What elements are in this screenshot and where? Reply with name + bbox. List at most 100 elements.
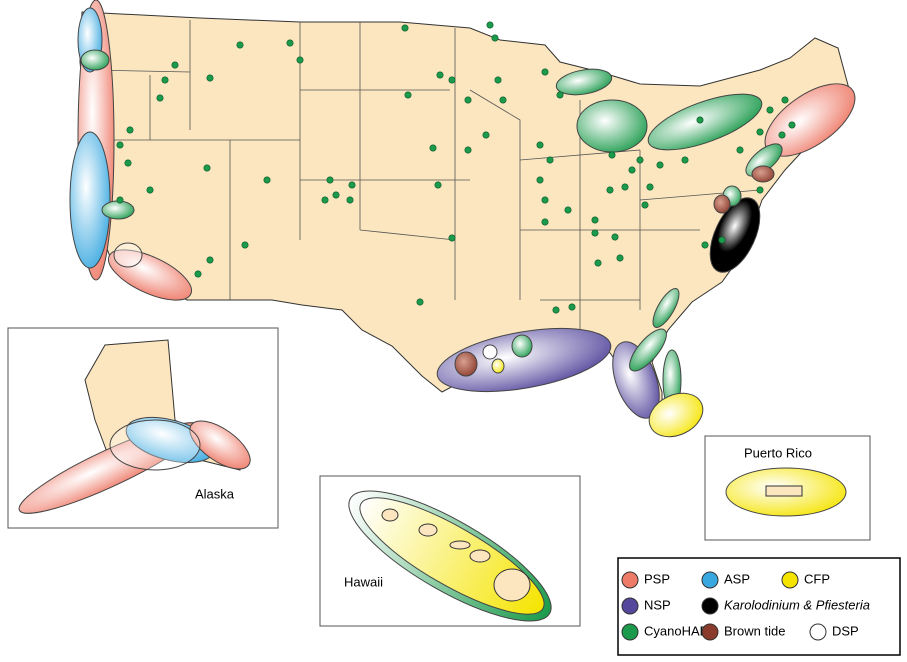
site-dot bbox=[448, 76, 456, 84]
legend-swatch bbox=[621, 623, 639, 641]
site-dot bbox=[206, 256, 214, 264]
site-dot bbox=[536, 176, 544, 184]
site-dot bbox=[636, 156, 644, 164]
inset-label: Alaska bbox=[195, 486, 235, 501]
inset-label: Hawaii bbox=[344, 574, 383, 589]
cyano-region bbox=[647, 93, 763, 151]
site-dot bbox=[436, 71, 444, 79]
site-dot bbox=[552, 306, 560, 314]
site-dot bbox=[616, 254, 624, 262]
site-dot bbox=[464, 146, 472, 154]
site-dot bbox=[348, 181, 356, 189]
legend-items: PSP ASP CFP NSP Karolodinium & Pfiesteria Cya… bbox=[621, 571, 870, 641]
site-dot bbox=[701, 241, 709, 249]
legend-swatch bbox=[621, 597, 639, 615]
site-dot bbox=[146, 186, 154, 194]
site-dot bbox=[236, 41, 244, 49]
site-dot bbox=[401, 24, 409, 32]
site-dot bbox=[156, 94, 164, 102]
site-dot bbox=[326, 176, 334, 184]
site-dot bbox=[621, 183, 629, 191]
site-dot bbox=[556, 91, 564, 99]
state-borders bbox=[89, 20, 761, 330]
site-dot bbox=[429, 144, 437, 152]
site-dot bbox=[241, 241, 249, 249]
site-dot bbox=[486, 21, 494, 29]
legend-label: CFP bbox=[804, 571, 830, 586]
cyano-region bbox=[652, 288, 680, 328]
brown-tide-region bbox=[751, 165, 775, 183]
site-dot bbox=[568, 303, 576, 311]
site-dot bbox=[124, 159, 132, 167]
site-dot bbox=[778, 131, 786, 139]
dsp-region bbox=[109, 419, 201, 471]
legend-swatch bbox=[809, 623, 827, 641]
site-dot bbox=[591, 216, 599, 224]
cyano-region bbox=[101, 200, 135, 220]
site-dot bbox=[296, 56, 304, 64]
psp-region bbox=[189, 420, 251, 470]
site-dot bbox=[681, 156, 689, 164]
site-dot bbox=[499, 96, 507, 104]
site-dot bbox=[404, 91, 412, 99]
site-dot bbox=[656, 161, 664, 169]
karlo-region bbox=[709, 197, 761, 273]
dsp-region bbox=[482, 344, 498, 360]
legend-label: ASP bbox=[724, 571, 750, 586]
site-dot bbox=[494, 76, 502, 84]
site-dot bbox=[606, 186, 614, 194]
legend-label: Brown tide bbox=[724, 623, 785, 638]
site-dot bbox=[781, 96, 789, 104]
site-dot bbox=[206, 74, 214, 82]
site-dot bbox=[766, 106, 774, 114]
inset-label: Puerto Rico bbox=[744, 445, 812, 460]
legend-label: Karolodinium & Pfiesteria bbox=[724, 597, 870, 612]
legend-swatch bbox=[701, 623, 719, 641]
legend-swatch bbox=[621, 571, 639, 589]
site-dot bbox=[591, 229, 599, 237]
site-dot bbox=[541, 68, 549, 76]
site-dot bbox=[126, 126, 134, 134]
cyano-region bbox=[511, 334, 533, 358]
legend bbox=[617, 557, 901, 656]
pr-land bbox=[765, 485, 803, 497]
site-dot bbox=[594, 259, 602, 267]
site-dot bbox=[788, 121, 796, 129]
legend-label: PSP bbox=[644, 571, 670, 586]
legend-label: NSP bbox=[644, 597, 671, 612]
legend-swatch bbox=[701, 597, 719, 615]
site-dot bbox=[718, 236, 726, 244]
site-dot bbox=[696, 116, 704, 124]
site-dot bbox=[641, 201, 649, 209]
site-dot bbox=[194, 270, 202, 278]
site-dot bbox=[564, 206, 572, 214]
site-dot bbox=[628, 166, 636, 174]
site-dot bbox=[608, 151, 616, 159]
site-dot bbox=[736, 146, 744, 154]
site-dot bbox=[161, 76, 169, 84]
legend-label: DSP bbox=[832, 623, 859, 638]
site-dot bbox=[116, 141, 124, 149]
site-dot bbox=[491, 34, 499, 42]
cyano-region bbox=[80, 49, 110, 71]
brown-tide-region bbox=[454, 351, 478, 377]
cyano-region bbox=[629, 328, 667, 372]
site-dot bbox=[116, 196, 124, 204]
site-dot bbox=[541, 196, 549, 204]
legend-label: CyanoHABs bbox=[644, 623, 715, 638]
site-dot bbox=[756, 128, 764, 136]
hawaii-islands bbox=[381, 508, 531, 602]
site-dot bbox=[536, 141, 544, 149]
site-dot bbox=[611, 233, 619, 241]
site-dot bbox=[416, 298, 424, 306]
brown-tide-region bbox=[713, 194, 731, 214]
site-dot bbox=[546, 156, 554, 164]
site-dot bbox=[203, 164, 211, 172]
site-dot bbox=[482, 131, 490, 139]
psp-region bbox=[108, 249, 192, 301]
site-dot bbox=[171, 61, 179, 69]
dsp-region bbox=[113, 242, 143, 268]
site-dot bbox=[464, 96, 472, 104]
site-dot bbox=[286, 39, 294, 47]
